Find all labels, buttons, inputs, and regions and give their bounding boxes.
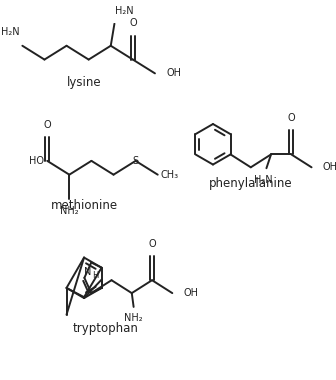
Text: H: H — [92, 271, 98, 280]
Text: OH: OH — [323, 162, 336, 172]
Text: N: N — [84, 267, 91, 277]
Text: CH₃: CH₃ — [161, 170, 179, 180]
Text: NH₂: NH₂ — [60, 206, 79, 216]
Text: tryptophan: tryptophan — [72, 322, 138, 335]
Text: NH₂: NH₂ — [124, 314, 143, 323]
Text: lysine: lysine — [67, 76, 101, 89]
Text: H₂N: H₂N — [115, 6, 134, 16]
Text: methionine: methionine — [50, 199, 118, 212]
Text: H₂N: H₂N — [254, 175, 273, 185]
Text: O: O — [129, 18, 137, 28]
Text: H₂N: H₂N — [1, 27, 19, 38]
Text: OH: OH — [166, 68, 181, 78]
Text: O: O — [288, 113, 295, 123]
Text: S: S — [133, 156, 139, 166]
Text: phenylalanine: phenylalanine — [209, 177, 293, 190]
Text: O: O — [43, 120, 51, 130]
Text: OH: OH — [183, 288, 198, 298]
Text: O: O — [148, 239, 156, 249]
Text: HO: HO — [29, 156, 44, 166]
